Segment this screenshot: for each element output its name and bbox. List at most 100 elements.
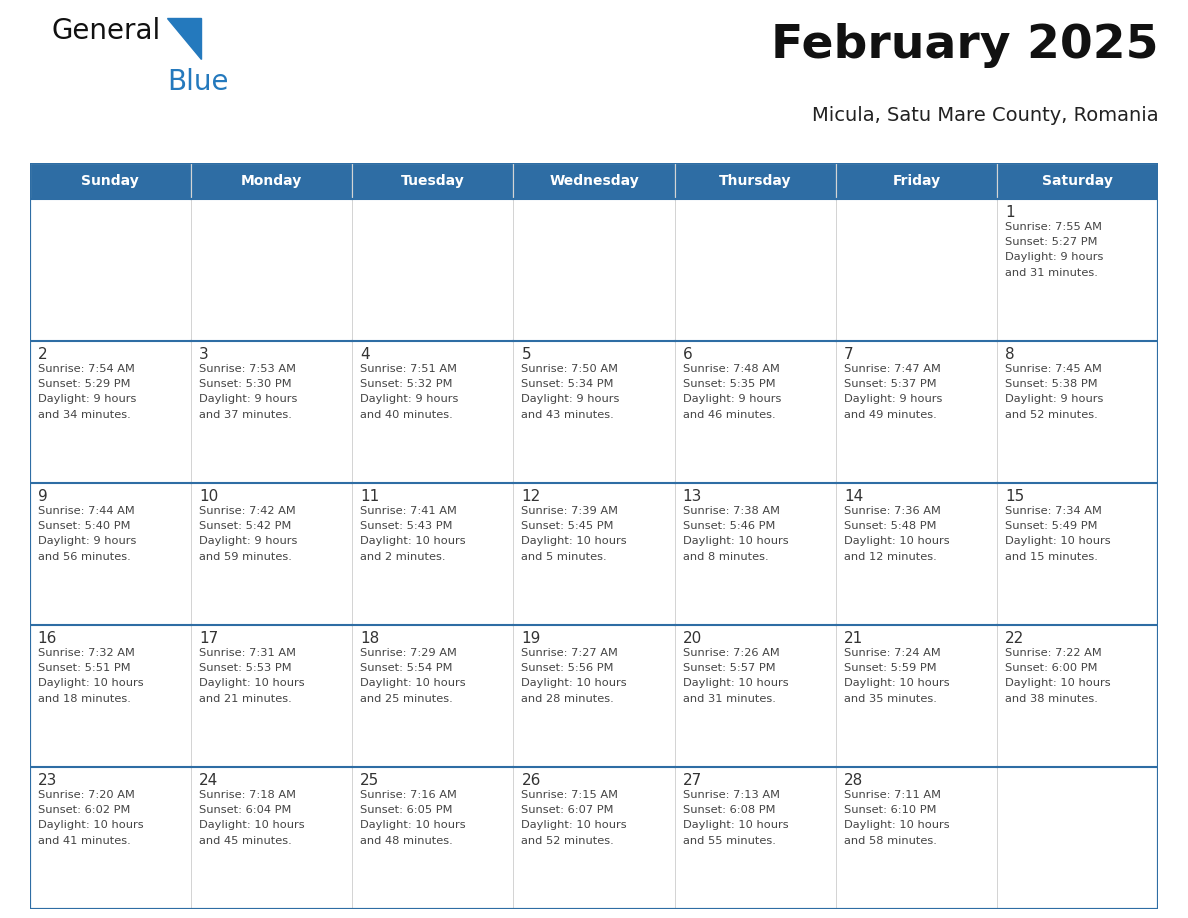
- Bar: [30, 341, 191, 483]
- Bar: [191, 163, 352, 199]
- Text: Daylight: 10 hours: Daylight: 10 hours: [1005, 536, 1111, 546]
- Text: Sunset: 6:07 PM: Sunset: 6:07 PM: [522, 805, 614, 815]
- Text: and 15 minutes.: and 15 minutes.: [1005, 552, 1098, 562]
- Text: Daylight: 10 hours: Daylight: 10 hours: [683, 821, 789, 831]
- Text: Sunrise: 7:53 AM: Sunrise: 7:53 AM: [198, 364, 296, 374]
- Text: Friday: Friday: [892, 174, 941, 188]
- Text: Sunset: 5:45 PM: Sunset: 5:45 PM: [522, 521, 614, 531]
- Bar: [836, 767, 997, 909]
- Text: 4: 4: [360, 347, 369, 362]
- Text: Sunset: 5:49 PM: Sunset: 5:49 PM: [1005, 521, 1098, 531]
- Bar: [836, 163, 997, 199]
- Text: Sunrise: 7:11 AM: Sunrise: 7:11 AM: [843, 789, 941, 800]
- Text: Daylight: 10 hours: Daylight: 10 hours: [522, 821, 627, 831]
- Bar: [191, 483, 352, 625]
- Text: Daylight: 10 hours: Daylight: 10 hours: [843, 536, 949, 546]
- Text: Daylight: 10 hours: Daylight: 10 hours: [1005, 678, 1111, 688]
- Bar: [352, 767, 513, 909]
- Bar: [30, 163, 191, 199]
- Text: 6: 6: [683, 347, 693, 362]
- Text: Daylight: 10 hours: Daylight: 10 hours: [683, 678, 789, 688]
- Text: Sunset: 5:29 PM: Sunset: 5:29 PM: [38, 379, 131, 389]
- Text: 22: 22: [1005, 631, 1024, 645]
- Text: 28: 28: [843, 773, 864, 788]
- Bar: [191, 767, 352, 909]
- Text: 11: 11: [360, 488, 379, 504]
- Text: Sunset: 6:08 PM: Sunset: 6:08 PM: [683, 805, 776, 815]
- Bar: [352, 625, 513, 767]
- Bar: [675, 483, 836, 625]
- Text: Thursday: Thursday: [719, 174, 791, 188]
- Text: Sunset: 6:00 PM: Sunset: 6:00 PM: [1005, 663, 1098, 673]
- Text: 23: 23: [38, 773, 57, 788]
- Text: Daylight: 9 hours: Daylight: 9 hours: [360, 395, 459, 405]
- Bar: [513, 163, 675, 199]
- Bar: [191, 625, 352, 767]
- Text: and 58 minutes.: and 58 minutes.: [843, 835, 937, 845]
- Text: Sunday: Sunday: [82, 174, 139, 188]
- Text: 24: 24: [198, 773, 219, 788]
- Text: Sunset: 6:05 PM: Sunset: 6:05 PM: [360, 805, 453, 815]
- Text: and 12 minutes.: and 12 minutes.: [843, 552, 936, 562]
- Text: 9: 9: [38, 488, 48, 504]
- Text: Sunrise: 7:32 AM: Sunrise: 7:32 AM: [38, 647, 134, 657]
- Text: Daylight: 10 hours: Daylight: 10 hours: [522, 536, 627, 546]
- Text: 21: 21: [843, 631, 864, 645]
- Text: 15: 15: [1005, 488, 1024, 504]
- Text: Sunrise: 7:42 AM: Sunrise: 7:42 AM: [198, 506, 296, 516]
- Text: Blue: Blue: [168, 68, 229, 96]
- Text: Sunset: 5:42 PM: Sunset: 5:42 PM: [198, 521, 291, 531]
- Bar: [513, 483, 675, 625]
- Bar: [30, 483, 191, 625]
- Text: 8: 8: [1005, 347, 1015, 362]
- Text: Sunset: 6:02 PM: Sunset: 6:02 PM: [38, 805, 131, 815]
- Text: Sunrise: 7:15 AM: Sunrise: 7:15 AM: [522, 789, 619, 800]
- Text: Sunrise: 7:54 AM: Sunrise: 7:54 AM: [38, 364, 134, 374]
- Text: 2: 2: [38, 347, 48, 362]
- Bar: [997, 483, 1158, 625]
- Text: 26: 26: [522, 773, 541, 788]
- Text: Daylight: 10 hours: Daylight: 10 hours: [843, 678, 949, 688]
- Text: Daylight: 9 hours: Daylight: 9 hours: [1005, 395, 1104, 405]
- Text: and 43 minutes.: and 43 minutes.: [522, 409, 614, 420]
- Text: and 52 minutes.: and 52 minutes.: [522, 835, 614, 845]
- Text: Sunrise: 7:20 AM: Sunrise: 7:20 AM: [38, 789, 134, 800]
- Text: and 41 minutes.: and 41 minutes.: [38, 835, 131, 845]
- Text: Daylight: 9 hours: Daylight: 9 hours: [522, 395, 620, 405]
- Text: Sunrise: 7:22 AM: Sunrise: 7:22 AM: [1005, 647, 1102, 657]
- Text: Sunrise: 7:55 AM: Sunrise: 7:55 AM: [1005, 221, 1102, 231]
- Text: Sunrise: 7:38 AM: Sunrise: 7:38 AM: [683, 506, 779, 516]
- Bar: [997, 163, 1158, 199]
- Bar: [675, 163, 836, 199]
- Text: Sunset: 6:04 PM: Sunset: 6:04 PM: [198, 805, 291, 815]
- Text: 3: 3: [198, 347, 209, 362]
- Bar: [836, 199, 997, 341]
- Bar: [997, 767, 1158, 909]
- Bar: [675, 625, 836, 767]
- Text: Sunset: 5:59 PM: Sunset: 5:59 PM: [843, 663, 936, 673]
- Text: Sunrise: 7:47 AM: Sunrise: 7:47 AM: [843, 364, 941, 374]
- Text: and 38 minutes.: and 38 minutes.: [1005, 694, 1098, 704]
- Text: Sunrise: 7:39 AM: Sunrise: 7:39 AM: [522, 506, 619, 516]
- Text: Daylight: 10 hours: Daylight: 10 hours: [198, 821, 304, 831]
- Text: Daylight: 9 hours: Daylight: 9 hours: [198, 395, 297, 405]
- Text: and 28 minutes.: and 28 minutes.: [522, 694, 614, 704]
- Text: Sunrise: 7:34 AM: Sunrise: 7:34 AM: [1005, 506, 1102, 516]
- Text: Saturday: Saturday: [1042, 174, 1113, 188]
- Text: 19: 19: [522, 631, 541, 645]
- Text: Micula, Satu Mare County, Romania: Micula, Satu Mare County, Romania: [811, 106, 1158, 125]
- Text: February 2025: February 2025: [771, 23, 1158, 68]
- Bar: [191, 199, 352, 341]
- Text: Daylight: 9 hours: Daylight: 9 hours: [843, 395, 942, 405]
- Text: Sunrise: 7:24 AM: Sunrise: 7:24 AM: [843, 647, 941, 657]
- Text: Daylight: 10 hours: Daylight: 10 hours: [360, 821, 466, 831]
- Text: 1: 1: [1005, 205, 1015, 219]
- Text: Sunrise: 7:48 AM: Sunrise: 7:48 AM: [683, 364, 779, 374]
- Bar: [513, 767, 675, 909]
- Text: Daylight: 10 hours: Daylight: 10 hours: [198, 678, 304, 688]
- Text: Sunset: 5:57 PM: Sunset: 5:57 PM: [683, 663, 776, 673]
- Bar: [836, 483, 997, 625]
- Text: 10: 10: [198, 488, 219, 504]
- Text: 12: 12: [522, 488, 541, 504]
- Text: and 2 minutes.: and 2 minutes.: [360, 552, 446, 562]
